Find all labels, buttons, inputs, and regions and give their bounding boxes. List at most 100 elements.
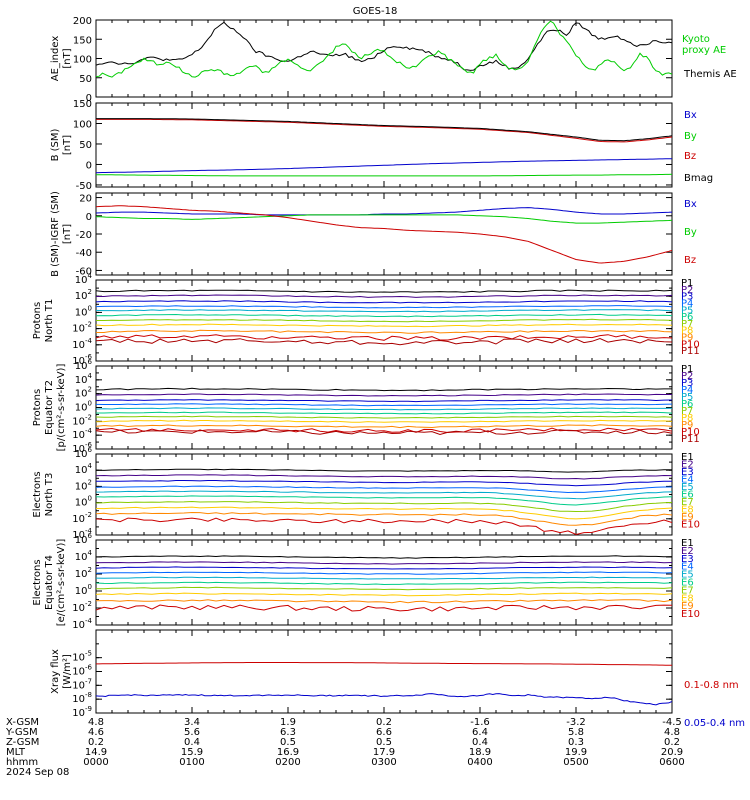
ephemeris-value: 0400: [467, 757, 492, 768]
series-line-p4: [96, 403, 672, 407]
plot-area: [96, 20, 672, 78]
series-line-p8: [96, 323, 672, 328]
ephemeris-value: 5.6: [184, 727, 200, 738]
panel-frame: [95, 629, 673, 714]
y-axis-label: [nT]: [62, 135, 73, 155]
legend-label: E6: [681, 578, 694, 589]
legend-label: E7: [681, 497, 694, 508]
series-line-0-1-0-8-nm: [96, 662, 672, 666]
legend-label: Kyoto: [682, 34, 710, 45]
y-tick-label: 10-4: [72, 337, 92, 351]
legend-label: P4: [681, 385, 693, 396]
ephemeris-row-label: X-GSM: [6, 717, 39, 728]
series-line-p1: [96, 387, 672, 392]
legend-label: P5: [681, 305, 693, 316]
y-tick-label: 0: [86, 160, 92, 171]
series-line-e9: [96, 599, 672, 604]
legend-label: E9: [681, 601, 694, 612]
y-axis-label: Equator T4: [44, 555, 55, 610]
y-tick-label: 10-2: [72, 600, 92, 614]
legend-label: E7: [681, 585, 694, 596]
ephemeris-value: 0.5: [280, 737, 296, 748]
plot-area: [96, 205, 672, 264]
panel-frame: [95, 102, 673, 188]
y-tick-label: 100: [75, 304, 92, 318]
ephemeris-value: 6.6: [376, 727, 392, 738]
y-tick-label: 50: [79, 140, 92, 151]
y-tick-label: 104: [75, 462, 93, 476]
ephemeris-value: -4.5: [662, 717, 682, 728]
legend-label: E5: [681, 482, 694, 493]
y-tick-label: 10-8: [72, 691, 92, 705]
y-tick-label: 106: [75, 446, 93, 460]
ephemeris-row-label: hhmm: [6, 757, 38, 768]
legend-label: E2: [681, 460, 694, 471]
y-axis-label: [nT]: [62, 48, 73, 68]
legend-label: E10: [681, 609, 700, 620]
y-tick-label: 20: [79, 194, 92, 205]
y-tick-label: -40: [76, 248, 92, 259]
legend-label: P8: [681, 413, 693, 424]
ephemeris-value: 5.8: [568, 727, 584, 738]
legend-label: E8: [681, 505, 694, 516]
legend-label: Bx: [684, 110, 697, 121]
series-line-e5: [96, 576, 672, 580]
legend-label: E6: [681, 490, 694, 501]
series-line-p4: [96, 305, 672, 309]
ephemeris-value: -3.2: [566, 717, 586, 728]
series-line-e10: [96, 604, 672, 612]
series-line-by: [96, 173, 672, 177]
series-line-e5: [96, 490, 672, 500]
legend-label: P7: [681, 406, 693, 417]
legend-label: By: [684, 227, 697, 238]
series-line-p2: [96, 393, 672, 397]
series-line-p5: [96, 309, 672, 313]
series-line-e4: [96, 485, 672, 494]
legend-label: P1: [681, 278, 693, 289]
legend-label: E3: [681, 467, 694, 478]
series-line-e8: [96, 592, 672, 597]
series-line-e9: [96, 511, 672, 526]
ephemeris-row-label: 2024 Sep 08: [6, 767, 69, 778]
legend-label: Bx: [684, 199, 697, 210]
y-axis-label: [p/(cm²-s-sr-keV)]: [56, 364, 67, 452]
ephemeris-value: 0500: [563, 757, 588, 768]
series-line-bmag: [96, 118, 672, 142]
figure-title: GOES-18: [353, 6, 398, 17]
series-line-p3: [96, 300, 672, 304]
y-tick-label: 10-5: [72, 650, 92, 664]
series-line-p10: [96, 334, 672, 341]
y-axis-label: Xray flux: [50, 649, 61, 694]
y-tick-label: 100: [73, 119, 92, 130]
legend-label: P10: [681, 427, 700, 438]
legend-label: E10: [681, 520, 700, 531]
y-tick-label: 106: [75, 358, 93, 372]
legend-label: P11: [681, 346, 700, 357]
panel-legend: Bx By Bz Bmag: [684, 110, 713, 184]
ephemeris-value: 0300: [371, 757, 396, 768]
panel-frame: [95, 365, 673, 450]
series-line-p3: [96, 399, 672, 403]
y-tick-label: 200: [73, 16, 92, 27]
y-tick-label: 102: [75, 566, 92, 580]
ephemeris-value: 0.3: [568, 737, 584, 748]
y-tick-label: 50: [79, 74, 92, 85]
legend-label: E3: [681, 554, 694, 565]
series-line-e3: [96, 480, 672, 487]
y-tick-label: 106: [75, 532, 93, 546]
legend-label: E5: [681, 570, 694, 581]
y-tick-label: -50: [76, 181, 92, 192]
legend-label: P11: [681, 434, 700, 445]
ephemeris-value: 0.2: [664, 737, 680, 748]
y-tick-label: 10-4: [72, 527, 92, 541]
y-tick-label: 10-2: [72, 321, 92, 335]
y-tick-label: 104: [75, 549, 93, 563]
series-line-e7: [96, 586, 672, 591]
y-tick-label: 104: [75, 372, 93, 386]
y-axis-label: North T3: [44, 473, 55, 517]
